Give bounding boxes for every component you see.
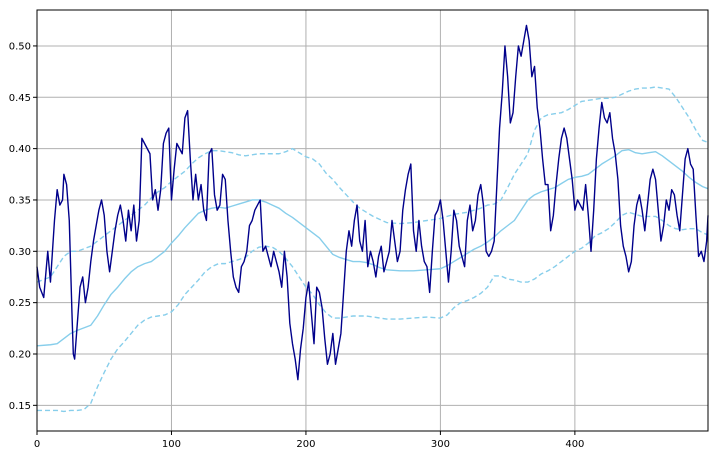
y-tick-label: 0.25 bbox=[9, 298, 31, 309]
x-tick-label: 300 bbox=[431, 439, 450, 450]
y-tick-label: 0.35 bbox=[9, 195, 31, 206]
y-tick-label: 0.30 bbox=[9, 247, 31, 258]
lower-band-line bbox=[37, 211, 709, 413]
plot-frame bbox=[36, 9, 709, 432]
x-axis-ticks: 0 100 200 300 400 bbox=[34, 431, 584, 450]
y-axis-ticks: 0.15 0.20 0.25 0.30 0.35 0.40 0.45 0.50 bbox=[9, 41, 37, 412]
grid-lines bbox=[36, 10, 708, 431]
x-tick-label: 100 bbox=[162, 439, 181, 450]
y-tick-label: 0.40 bbox=[9, 144, 31, 155]
y-tick-label: 0.15 bbox=[9, 401, 31, 412]
x-tick-label: 400 bbox=[565, 439, 584, 450]
y-tick-label: 0.45 bbox=[9, 93, 31, 104]
moving-average-line bbox=[36, 148, 709, 347]
y-tick-label: 0.20 bbox=[9, 349, 31, 360]
plot-series bbox=[36, 24, 709, 413]
x-tick-label: 200 bbox=[296, 439, 315, 450]
x-tick-label: 0 bbox=[34, 439, 40, 450]
signal-line bbox=[36, 24, 709, 381]
y-tick-label: 0.50 bbox=[9, 41, 31, 52]
